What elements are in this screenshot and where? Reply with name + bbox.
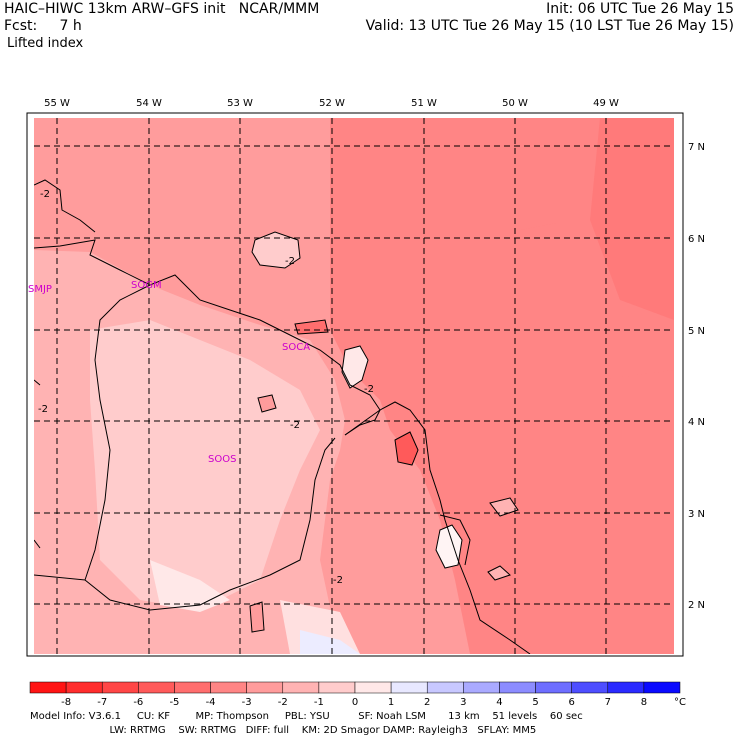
contour-cell-3 <box>435 524 463 569</box>
lat-label-6n: 6 N <box>688 234 705 245</box>
colorbar-tick-label: -7 <box>97 697 107 708</box>
colorbar-tick-label: -4 <box>206 697 216 708</box>
contour-cell-7 <box>249 601 265 633</box>
colorbar-tick-label: -6 <box>133 697 143 708</box>
colorbar-tick-label: 7 <box>605 697 611 708</box>
colorbar-tick-label: -5 <box>169 697 179 708</box>
init-time: Init: 06 UTC Tue 26 May 15 <box>546 1 734 17</box>
field-name: Lifted index <box>7 36 84 51</box>
model-info-line1: Model Info: V3.6.1 CU: KF MP: Thompson P… <box>30 711 583 722</box>
colorbar-swatch <box>318 681 356 694</box>
colorbar-tick-label: 4 <box>496 697 502 708</box>
colorbar-swatch <box>29 681 67 694</box>
contour-line-west <box>34 179 96 233</box>
field-cell-min <box>394 431 419 466</box>
colorbar-tick-label: 8 <box>641 697 647 708</box>
station-label-sogm: SOGM <box>131 280 162 291</box>
colorbar <box>29 681 681 694</box>
model-title: HAIC–HIWC 13km ARW–GFS init NCAR/MMM <box>4 1 320 17</box>
colorbar-swatch <box>246 681 284 694</box>
field-region-northeast <box>590 118 674 320</box>
lat-label-4n: 4 N <box>688 417 705 428</box>
field-region-pale <box>150 560 230 612</box>
lon-label-54w: 54 W <box>136 98 162 109</box>
colorbar-swatch <box>138 681 175 694</box>
contour-cell-5 <box>487 565 511 581</box>
colorbar-tick-label: -2 <box>278 697 288 708</box>
model-info-line2: LW: RRTMG SW: RRTMG DIFF: full KM: 2D Sm… <box>30 725 537 736</box>
colorbar-swatch <box>643 681 681 694</box>
lon-label-52w: 52 W <box>319 98 345 109</box>
contour-label: -2 <box>40 189 50 200</box>
colorbar-swatch <box>426 681 464 694</box>
contour-label: -2 <box>290 420 300 431</box>
colorbar-tick-label: 0 <box>352 697 358 708</box>
colorbar-swatch <box>499 681 536 694</box>
field-region-positive <box>300 630 360 654</box>
lat-label-2n: 2 N <box>688 600 705 611</box>
station-label-soos: SOOS <box>208 454 236 465</box>
colorbar-tick-label: -1 <box>314 697 324 708</box>
colorbar-swatch <box>174 681 211 694</box>
contour-line-sw <box>34 539 41 549</box>
colorbar-swatch <box>463 681 500 694</box>
colorbar-swatch <box>354 681 392 694</box>
colorbar-swatch <box>535 681 572 694</box>
colorbar-tick-label: 3 <box>460 697 466 708</box>
border-french-guiana <box>439 514 471 566</box>
colorbar-swatch <box>65 681 103 694</box>
field-region-interior <box>90 320 320 610</box>
contour-label: -2 <box>38 404 48 415</box>
contour-label: -2 <box>364 384 374 395</box>
valid-time: Valid: 13 UTC Tue 26 May 15 (10 LST Tue … <box>365 18 734 34</box>
contour-cell-2 <box>341 345 369 389</box>
contour-label: -2 <box>333 575 343 586</box>
contour-cell-4 <box>489 497 519 517</box>
border-suriname-brazil <box>84 437 336 611</box>
colorbar-tick-label: -8 <box>61 697 71 708</box>
colorbar-tick-label: 5 <box>532 697 538 708</box>
lon-label-53w: 53 W <box>227 98 253 109</box>
coastline-east <box>344 401 531 654</box>
station-label-soca: SOCA <box>282 342 310 353</box>
lon-label-49w: 49 W <box>593 98 619 109</box>
lat-lon-grid <box>34 118 674 654</box>
contour-cell-1 <box>251 231 301 269</box>
lifted-index-field <box>34 118 674 654</box>
colorbar-tick-label: -3 <box>242 697 252 708</box>
lon-label-55w: 55 W <box>44 98 70 109</box>
contour-cell-6 <box>257 394 277 413</box>
colorbar-swatch <box>607 681 645 694</box>
lat-label-7n: 7 N <box>688 142 705 153</box>
station-label-smjp: SMJP <box>28 284 52 295</box>
colorbar-unit: °C <box>674 697 686 708</box>
colorbar-swatch <box>571 681 609 694</box>
lon-label-50w: 50 W <box>502 98 528 109</box>
colorbar-ticks: -8 -7 -6 -5 -4 -3 -2 -1 0 1 2 3 4 5 6 7 8 <box>61 697 647 708</box>
lat-label-3n: 3 N <box>688 509 705 520</box>
colorbar-tick-label: 1 <box>388 697 394 708</box>
forecast-hour: Fcst: 7 h <box>4 18 82 34</box>
lon-label-51w: 51 W <box>411 98 437 109</box>
contour-label: -2 <box>285 256 295 267</box>
border-suriname-guyana <box>34 284 151 581</box>
lat-label-5n: 5 N <box>688 326 705 337</box>
colorbar-tick-label: 6 <box>568 697 574 708</box>
colorbar-swatch <box>282 681 320 694</box>
contour-line-w2 <box>34 379 41 386</box>
colorbar-swatch <box>390 681 428 694</box>
colorbar-tick-label: 2 <box>424 697 430 708</box>
colorbar-swatch <box>210 681 247 694</box>
colorbar-swatch <box>101 681 139 694</box>
